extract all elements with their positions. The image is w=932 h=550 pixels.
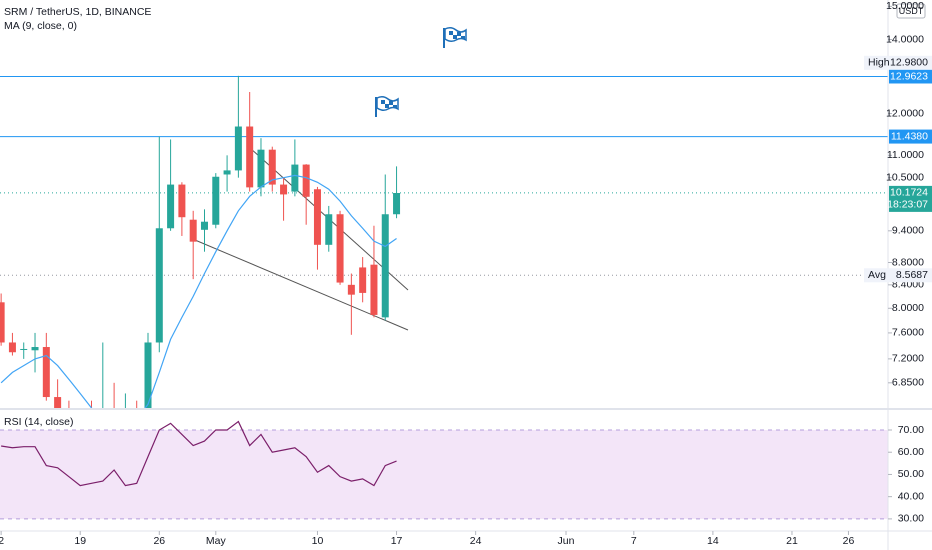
- y-tick-label: 8.0000: [892, 302, 924, 314]
- candle-body: [257, 149, 265, 188]
- currency-box: [896, 3, 926, 19]
- price-line-label: 11.4380: [891, 130, 928, 142]
- avg-value: 8.5687: [896, 269, 928, 281]
- candle-body: [167, 184, 175, 229]
- candle-body: [268, 149, 276, 185]
- x-tick-label: 14: [707, 535, 719, 547]
- rsi-title: RSI (14, close): [4, 416, 73, 428]
- candle-body: [246, 126, 254, 188]
- avg-box: [864, 268, 932, 283]
- candle-body: [234, 126, 242, 171]
- candle-body: [381, 214, 389, 318]
- flag-icon: [443, 26, 467, 48]
- countdown: 18:23:07: [887, 199, 928, 211]
- rsi-band: [0, 430, 888, 519]
- x-tick-label: 2: [0, 535, 4, 547]
- x-tick-label: 17: [391, 535, 403, 547]
- rsi-tick-label: 30.00: [898, 513, 924, 525]
- price-pane: [0, 75, 888, 408]
- trend-line: [194, 239, 409, 331]
- ma-line: [0, 174, 397, 408]
- candle-body: [212, 176, 220, 225]
- high-name: High: [868, 57, 890, 69]
- rsi-tick-label: 70.00: [898, 424, 924, 436]
- y-tick-label: 6.8500: [892, 377, 924, 389]
- price-line-label: 12.9623: [890, 70, 928, 82]
- candle-body: [302, 164, 310, 197]
- candle-body: [54, 397, 62, 408]
- x-tick-label: 26: [843, 535, 855, 547]
- flag-icon: [375, 95, 399, 117]
- rsi-tick-label: 60.00: [898, 446, 924, 458]
- candle-body: [0, 302, 5, 343]
- candle-body: [291, 164, 299, 192]
- y-tick-label: 12.0000: [886, 107, 924, 119]
- price-line-box: [889, 129, 932, 144]
- y-tick-label: 7.6000: [892, 327, 924, 339]
- rsi-tick-label: 40.00: [898, 490, 924, 502]
- last-price-box: [889, 185, 932, 212]
- y-tick-label: 8.8000: [892, 256, 924, 268]
- candle-body: [347, 284, 355, 295]
- candle-body: [336, 214, 344, 283]
- high-box: [864, 55, 932, 70]
- candle-body: [42, 347, 50, 398]
- candle-body: [155, 228, 163, 343]
- x-tick-label: 21: [786, 535, 798, 547]
- x-tick-label: May: [206, 535, 227, 547]
- candle-body: [223, 170, 231, 175]
- x-tick-label: 24: [470, 535, 482, 547]
- y-tick-label: 10.5000: [886, 171, 924, 183]
- x-tick-label: 26: [153, 535, 165, 547]
- candle-body: [178, 184, 186, 218]
- candle-body: [370, 264, 378, 315]
- avg-name: Avg: [868, 269, 886, 281]
- candle-body: [31, 347, 39, 351]
- x-tick-label: 7: [631, 535, 637, 547]
- candle-body: [144, 342, 152, 408]
- indicator-legend: MA (9, close, 0): [4, 20, 77, 32]
- candle-body: [313, 189, 321, 245]
- candle-body: [325, 214, 333, 245]
- rsi-pane: [0, 420, 888, 520]
- last-price-label: 10.1724: [890, 187, 928, 199]
- candle-body: [393, 193, 401, 215]
- candle-body: [359, 267, 367, 293]
- candle-body: [280, 184, 288, 195]
- x-tick-label: 19: [74, 535, 86, 547]
- candle-body: [20, 348, 28, 350]
- rsi-line: [1, 420, 397, 487]
- candle-body: [8, 342, 16, 353]
- y-tick-label: 9.4000: [892, 225, 924, 237]
- rsi-tick-label: 50.00: [898, 468, 924, 480]
- y-tick-label: 11.0000: [887, 149, 924, 161]
- candle-body: [189, 219, 197, 242]
- x-tick-label: 10: [312, 535, 324, 547]
- candle-body: [200, 221, 208, 230]
- y-tick-label: 7.2000: [892, 353, 924, 365]
- currency: USDT: [899, 6, 924, 16]
- x-tick-label: Jun: [558, 535, 575, 547]
- price-line-box: [889, 69, 932, 84]
- y-tick-label: 14.0000: [886, 33, 924, 45]
- high-value: 12.9800: [890, 57, 928, 69]
- y-tick-label: 15.0000: [886, 0, 924, 12]
- chart-title: SRM / TetherUS, 1D, BINANCE: [4, 6, 151, 18]
